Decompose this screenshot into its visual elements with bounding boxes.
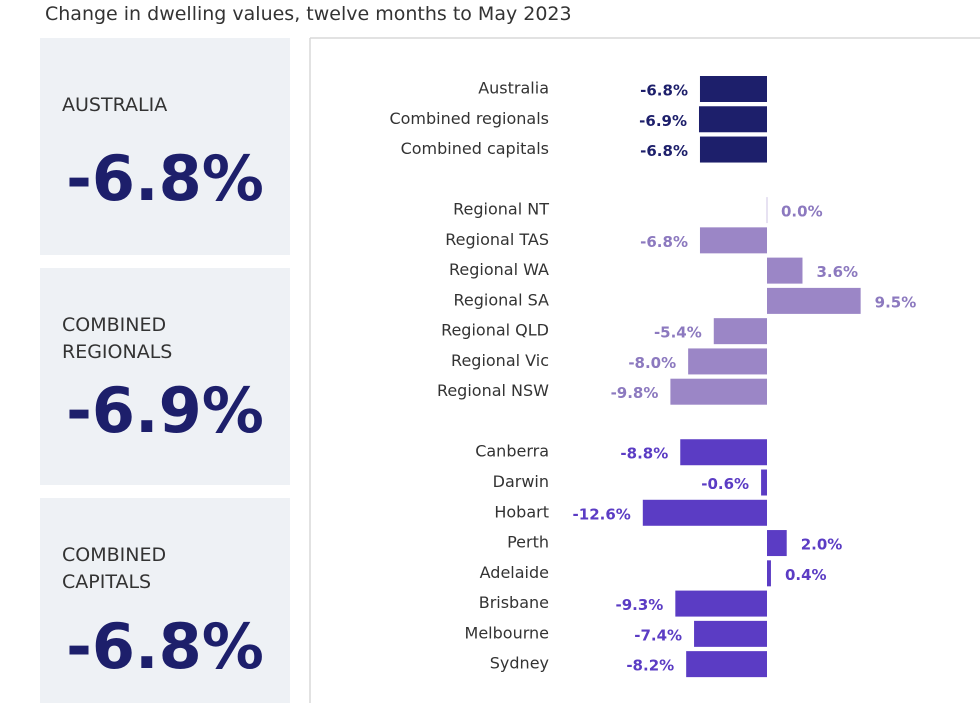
value-label: -6.9%: [639, 112, 687, 130]
panel: COMBINED CAPITALS -6.8%: [40, 498, 290, 703]
value-label: -6.8%: [640, 142, 688, 160]
panel-value: -6.9%: [66, 374, 264, 447]
panel-label: AUSTRALIA: [62, 94, 168, 116]
bar: [680, 439, 767, 466]
bar: [713, 318, 767, 345]
value-label: -9.8%: [611, 384, 659, 402]
category-label: Regional WA: [449, 260, 549, 279]
value-label: 3.6%: [816, 263, 858, 281]
bar: [670, 378, 767, 405]
value-label: 0.0%: [781, 203, 823, 221]
category-label: Regional NT: [453, 200, 549, 219]
bar: [694, 620, 767, 647]
bar: [688, 348, 767, 375]
panel-value: -6.8%: [66, 142, 264, 215]
panel-value: -6.8%: [66, 610, 264, 683]
category-label: Combined capitals: [401, 139, 549, 158]
value-label: -8.8%: [620, 445, 668, 463]
value-label: -9.3%: [616, 596, 664, 614]
category-label: Perth: [507, 533, 549, 552]
category-label: Combined regionals: [389, 109, 549, 128]
value-label: -6.8%: [640, 82, 688, 100]
category-label: Regional SA: [453, 290, 549, 309]
panel-label: COMBINED CAPITALS: [62, 544, 167, 593]
bar: [767, 530, 787, 557]
category-label: Canberra: [475, 442, 549, 461]
category-label: Sydney: [490, 654, 549, 673]
category-label: Melbourne: [465, 623, 549, 642]
bar: [699, 227, 767, 254]
bar: [642, 499, 767, 526]
category-label: Regional TAS: [445, 230, 549, 249]
value-label: -7.4%: [634, 626, 682, 644]
panel: AUSTRALIA -6.8%: [40, 38, 290, 255]
title: Change in dwelling values, twelve months…: [45, 3, 572, 25]
value-label: -8.0%: [628, 354, 676, 372]
value-label: -0.6%: [701, 475, 749, 493]
bar: [699, 136, 767, 163]
value-label: 2.0%: [801, 536, 843, 554]
category-label: Darwin: [493, 472, 549, 491]
value-label: -8.2%: [626, 657, 674, 675]
bar: [699, 76, 767, 102]
bar: [767, 560, 771, 587]
category-label: Brisbane: [479, 593, 549, 612]
bar: [767, 287, 861, 314]
value-label: -12.6%: [573, 505, 631, 523]
value-label: 9.5%: [875, 293, 917, 311]
value-label: 0.4%: [785, 566, 827, 584]
value-label: -6.8%: [640, 233, 688, 251]
category-label: Australia: [478, 79, 549, 98]
bar: [686, 651, 767, 678]
category-label: Hobart: [494, 502, 549, 521]
bar: [675, 590, 767, 617]
panel: COMBINED REGIONALS -6.9%: [40, 268, 290, 485]
bar: [767, 257, 803, 284]
category-label: Regional NSW: [437, 381, 549, 400]
panel-label: COMBINED REGIONALS: [62, 314, 173, 363]
bar: [761, 469, 767, 496]
bar: [766, 197, 768, 224]
category-label: Regional QLD: [441, 321, 549, 340]
bar: [698, 106, 767, 133]
category-label: Regional Vic: [451, 351, 549, 370]
value-label: -5.4%: [654, 324, 702, 342]
category-label: Adelaide: [480, 563, 549, 582]
